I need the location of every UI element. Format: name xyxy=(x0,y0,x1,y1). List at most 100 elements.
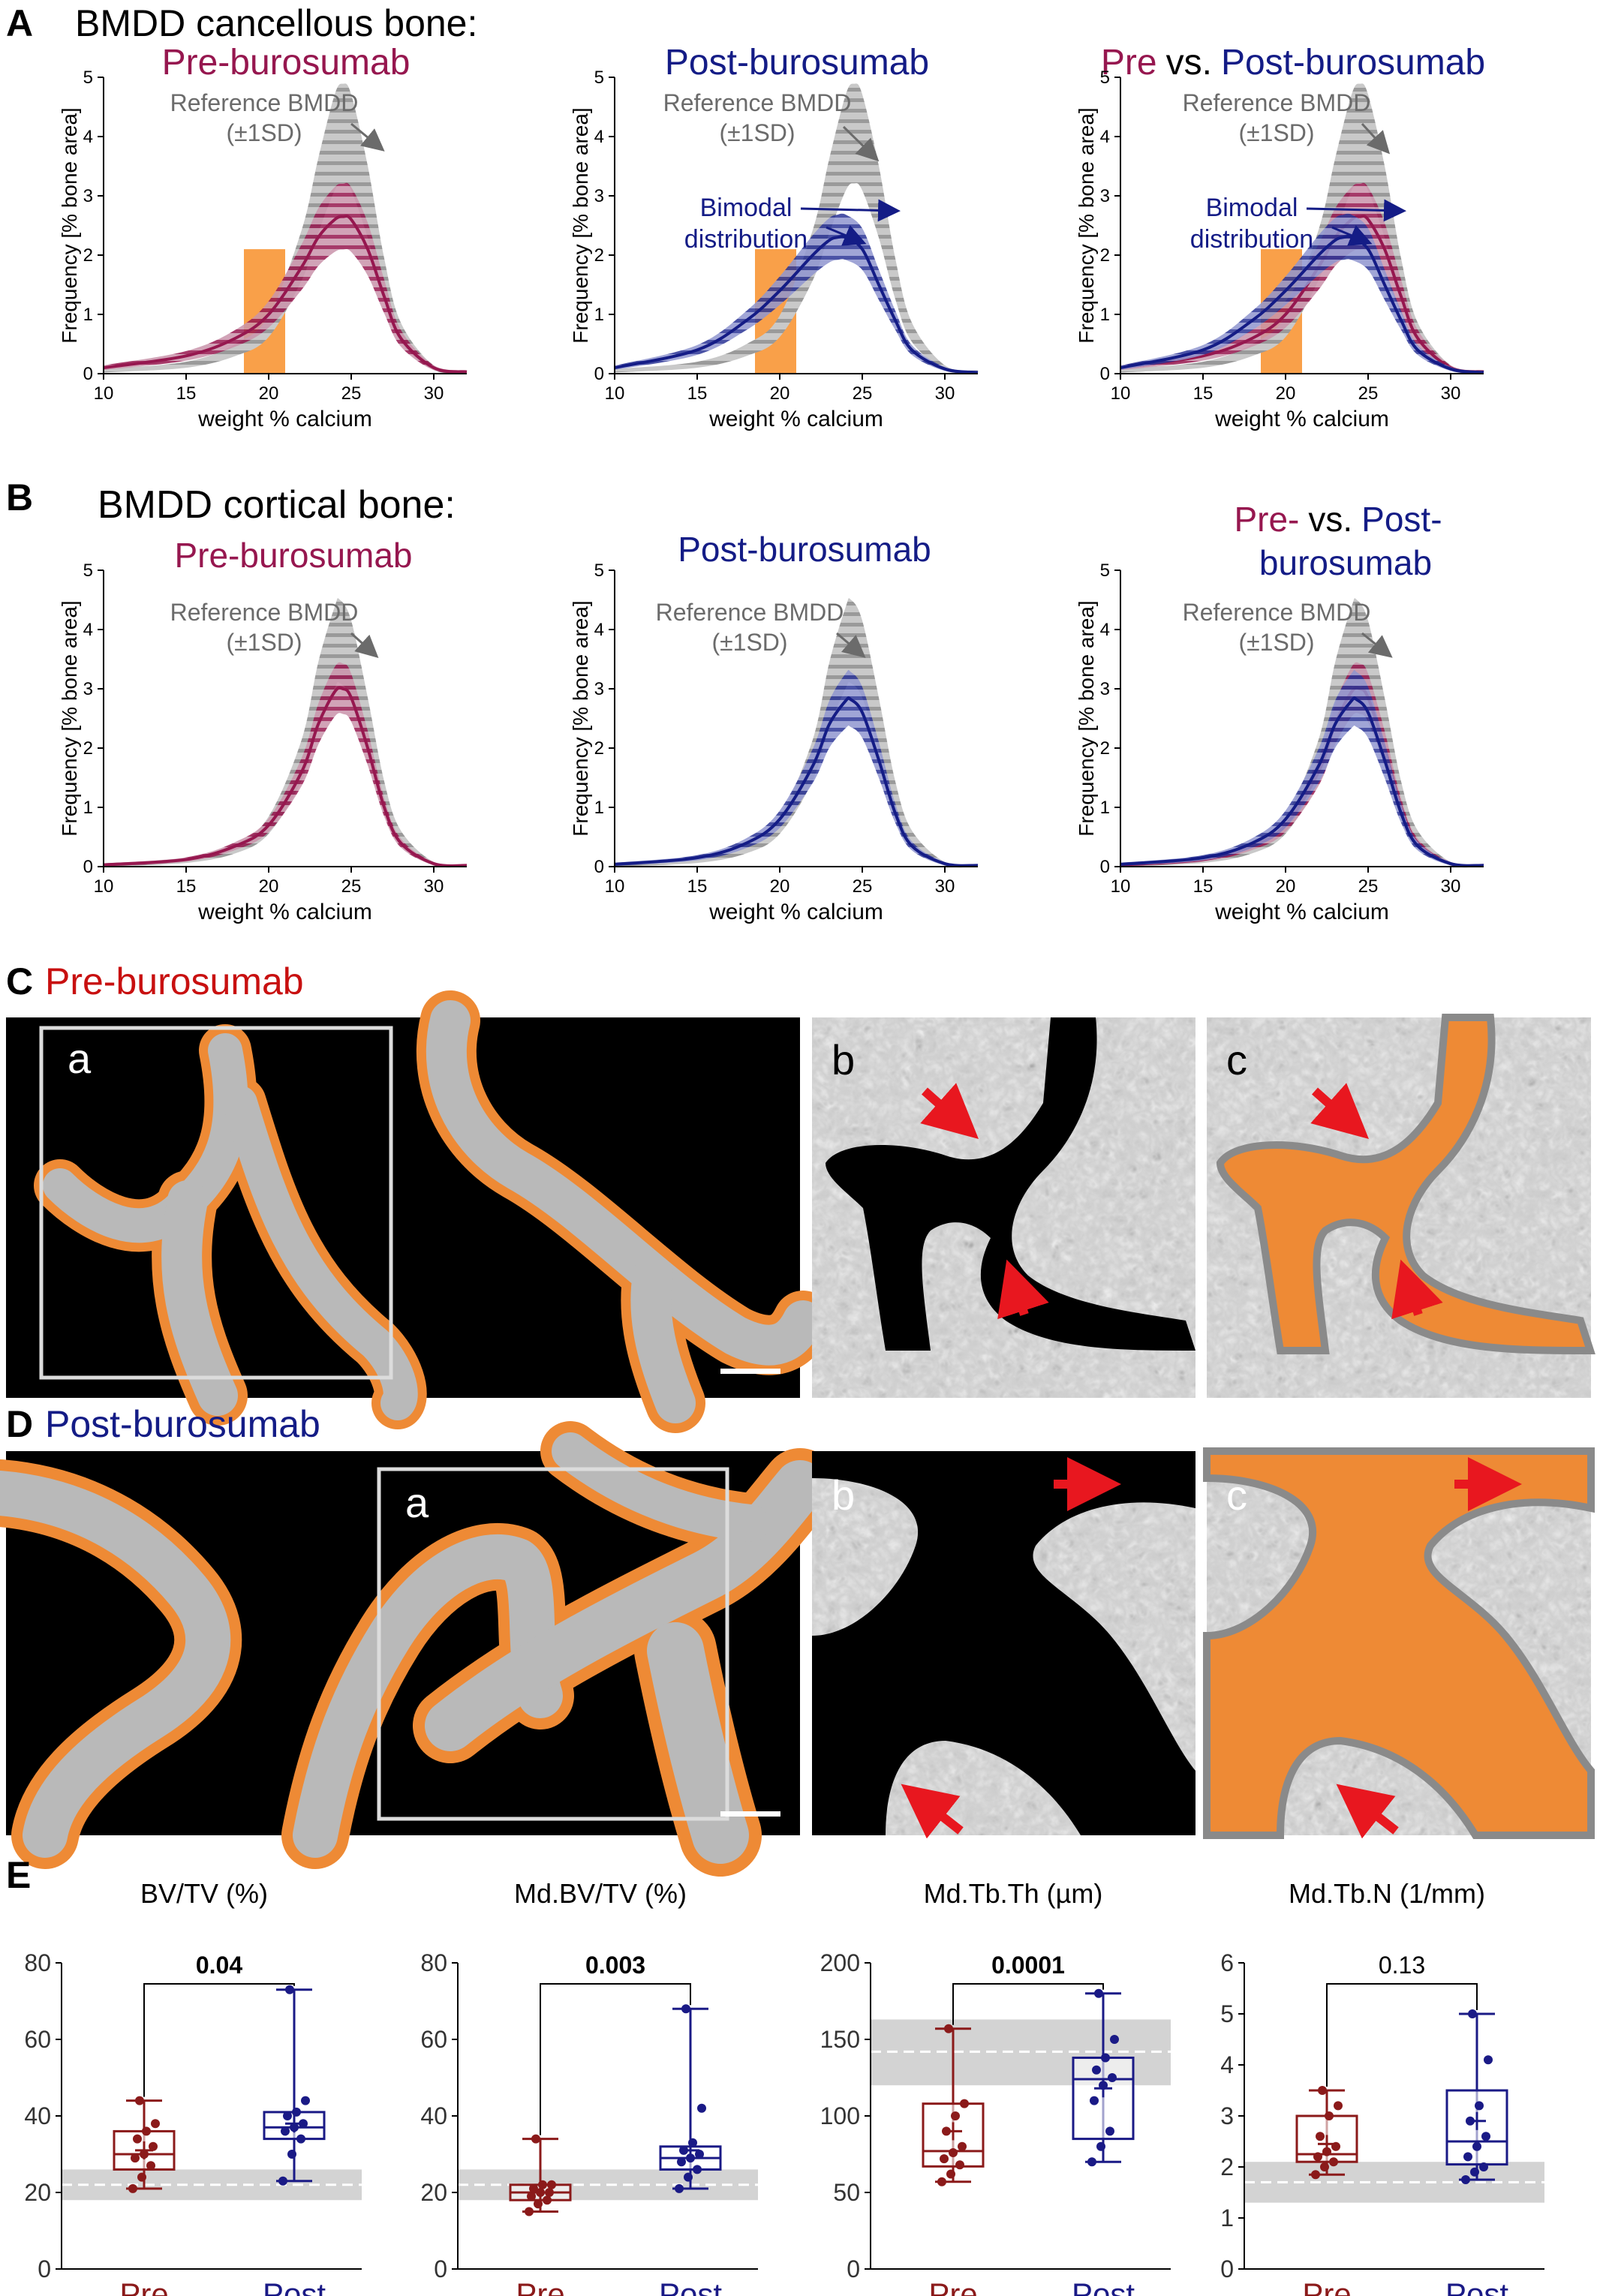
x-tick-label: 10 xyxy=(94,876,114,897)
data-point xyxy=(1101,2053,1110,2063)
mean-line-post-a3 xyxy=(1120,234,1484,374)
bone-overlay-c-c xyxy=(1216,1014,1595,1355)
data-point xyxy=(529,2183,538,2193)
red-arrow-c-c2 xyxy=(1391,1259,1443,1320)
x-tick-label: 20 xyxy=(770,876,790,897)
y-axis-label: Frequency [% bone area] xyxy=(569,107,592,343)
plot-body-a1: 10 15 20 25 30 0 1 2 3 4 5 weight % calcium Frequenc… xyxy=(58,68,468,431)
chart-title-b2: Post-burosumab xyxy=(678,530,931,569)
x-tick-label: 10 xyxy=(94,383,114,404)
data-point xyxy=(531,2134,540,2144)
red-arrow-c-c1 xyxy=(1310,1083,1369,1139)
tile-label-c-b: b xyxy=(832,1036,855,1083)
x-tick-label: 25 xyxy=(853,876,873,897)
data-point xyxy=(1320,2162,1329,2171)
data-point xyxy=(697,2103,706,2113)
data-point xyxy=(958,2141,967,2151)
significance-bracket xyxy=(143,1983,295,2097)
x-category-label: Post xyxy=(1445,2276,1508,2296)
data-point xyxy=(1322,2147,1331,2156)
x-category-label: Pre xyxy=(119,2276,168,2296)
mean-line-pre-b1 xyxy=(103,686,468,867)
roi-box-d xyxy=(377,1467,729,1821)
box-group-pre xyxy=(113,2096,176,2193)
data-point xyxy=(545,2188,554,2197)
micrograph-d-a: a xyxy=(0,1421,838,1877)
data-point xyxy=(137,2172,146,2182)
scale-bar-c xyxy=(720,1369,780,1374)
bmdd-chart-b1: Pre-burosumab 10 15 20 25 30 0 1 2 3 4 5 weight % c… xyxy=(58,536,468,924)
reference-arrow xyxy=(350,122,385,152)
data-point xyxy=(951,2111,960,2120)
y-tick-label: 5 xyxy=(594,68,604,88)
y-tick-label: 0 xyxy=(83,857,93,877)
x-tick-label: 25 xyxy=(341,876,362,897)
data-point xyxy=(937,2177,946,2186)
y-tick-label: 0 xyxy=(83,364,93,384)
reference-arrow xyxy=(1361,632,1393,658)
y-tick-label: 2 xyxy=(83,738,93,759)
red-arrow-d-c2 xyxy=(1336,1784,1399,1839)
chart-title-b1: Pre-burosumab xyxy=(174,536,412,575)
data-point xyxy=(142,2126,151,2136)
y-tick-label: 0 xyxy=(594,857,604,877)
y-tick-label: 5 xyxy=(1220,2000,1234,2027)
y-tick-label: 5 xyxy=(594,560,604,581)
y-tick-label: 4 xyxy=(83,620,93,640)
x-axis-label: weight % calcium xyxy=(708,900,883,924)
boxplot-e1: BV/TV (%) 0 20 40 60 80 Pre Post 0.04 xyxy=(24,1878,362,2296)
x-category-label: Post xyxy=(659,2276,722,2296)
y-tick-label: 0 xyxy=(1100,857,1110,877)
y-tick-label: 5 xyxy=(1100,68,1110,88)
x-tick-label: 30 xyxy=(935,876,955,897)
x-tick-label: 10 xyxy=(1111,876,1131,897)
y-tick-label: 4 xyxy=(594,620,604,640)
bmdd-chart-b2: Post-burosumab 10 15 20 25 30 0 1 2 3 4 5 weight % … xyxy=(569,530,979,924)
reference-annotation-line1: Reference BMDD xyxy=(170,89,359,116)
micrograph-d-b: b xyxy=(812,1451,1195,1839)
y-tick-label: 3 xyxy=(1100,679,1110,699)
x-axis-label: weight % calcium xyxy=(1214,900,1389,924)
box-group-post xyxy=(1445,2009,1508,2184)
data-point xyxy=(1108,2073,1117,2082)
micrograph-c-b: b xyxy=(812,1017,1195,1398)
data-point xyxy=(946,2169,955,2179)
y-tick-label: 40 xyxy=(420,2102,447,2129)
y-tick-label: 150 xyxy=(820,2026,860,2053)
y-tick-label: 4 xyxy=(83,127,93,147)
data-point xyxy=(1311,2170,1320,2180)
data-point xyxy=(677,2157,686,2167)
reference-annotation-line2: (±1SD) xyxy=(226,629,302,656)
chart-title-b3-line2: burosumab xyxy=(1259,543,1432,582)
data-point xyxy=(1316,2132,1325,2141)
bimodal-arrow-lower xyxy=(1331,224,1373,246)
y-tick-label: 4 xyxy=(1100,127,1110,147)
data-point xyxy=(1313,2152,1322,2162)
y-tick-label: 100 xyxy=(820,2102,860,2129)
data-point xyxy=(547,2180,556,2189)
bmdd-chart-a1: Pre-burosumab 10 15 20 25 30 0 1 2 3 4 5 weight % c… xyxy=(58,43,468,431)
y-tick-label: 60 xyxy=(420,2026,447,2053)
data-point xyxy=(693,2165,702,2174)
data-point xyxy=(1110,2035,1119,2044)
data-point xyxy=(128,2183,137,2193)
scale-bar-d xyxy=(720,1811,780,1817)
data-point xyxy=(290,2123,299,2132)
y-tick-label: 3 xyxy=(1220,2102,1234,2129)
data-point xyxy=(278,2176,287,2186)
data-point xyxy=(543,2195,552,2205)
data-point xyxy=(1466,2116,1475,2126)
bimodal-annotation-line1: Bimodal xyxy=(1206,194,1298,222)
data-point xyxy=(949,2147,958,2157)
x-axis-label: weight % calcium xyxy=(1214,407,1389,431)
reference-annotation-line1: Reference BMDD xyxy=(656,599,844,626)
y-tick-label: 0 xyxy=(1100,364,1110,384)
boxplot-title: Md.Tb.Th (µm) xyxy=(924,1878,1103,1909)
red-arrow-c-b2 xyxy=(997,1259,1049,1320)
data-point xyxy=(1331,2141,1340,2151)
y-tick-label: 20 xyxy=(24,2179,51,2206)
box-group-post xyxy=(659,2004,722,2193)
chart-title-a2: Post-burosumab xyxy=(665,43,929,83)
y-tick-label: 0 xyxy=(38,2255,51,2282)
